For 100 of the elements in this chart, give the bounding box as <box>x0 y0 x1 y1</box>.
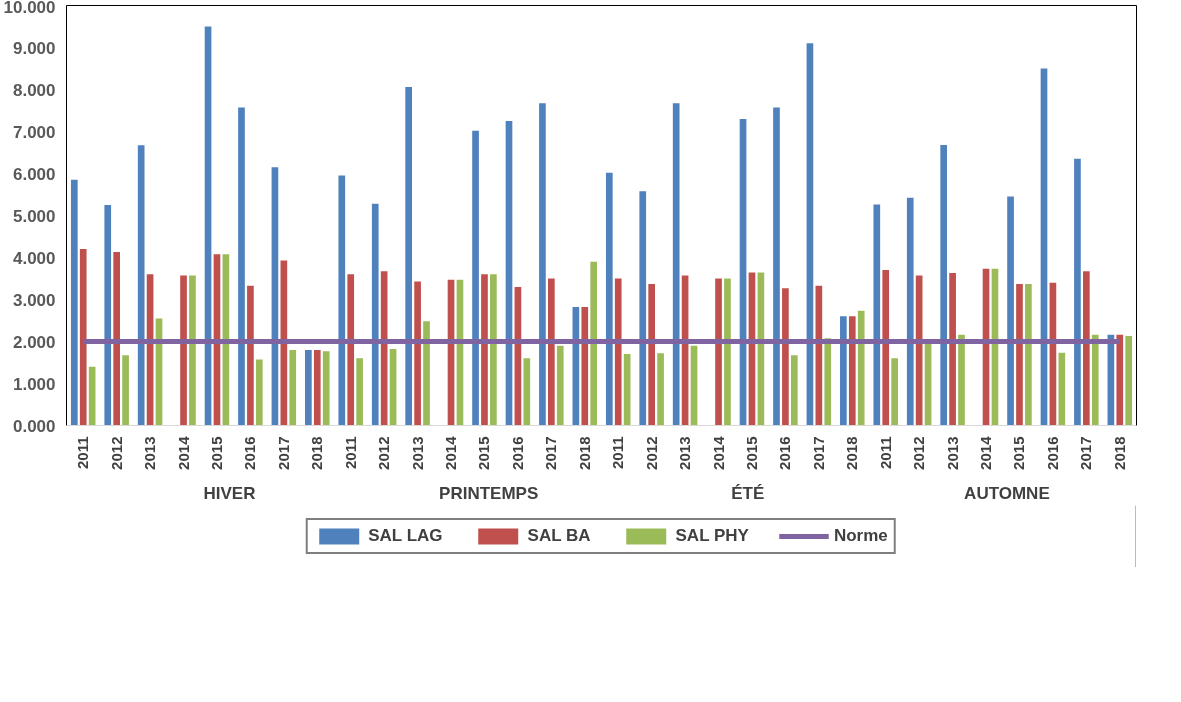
x-tick-label: 2017 <box>542 436 560 470</box>
bar <box>405 86 413 426</box>
y-tick-label: 2.000 <box>12 332 56 352</box>
bar <box>380 271 388 426</box>
bar <box>481 274 488 426</box>
bar <box>122 355 129 426</box>
bar <box>882 270 890 426</box>
text: HIVER <box>203 483 256 503</box>
bar <box>247 285 254 426</box>
bar <box>824 338 832 426</box>
bar <box>322 351 330 426</box>
x-tick-label: 2018 <box>308 436 326 470</box>
bar <box>490 274 497 426</box>
x-tick-label: 2013 <box>408 436 426 470</box>
bar <box>873 204 881 426</box>
bar <box>949 273 956 426</box>
bar <box>371 203 379 426</box>
bar <box>1016 283 1023 426</box>
bar <box>305 349 312 426</box>
x-tick-label: 2012 <box>910 436 928 470</box>
bar <box>715 278 722 426</box>
bar <box>639 191 647 426</box>
x-tick-label: 2018 <box>575 436 593 470</box>
x-tick-label: 2018 <box>1110 436 1128 470</box>
y-tick-label: 8.000 <box>12 80 56 100</box>
bar <box>137 145 145 426</box>
bar <box>891 358 898 426</box>
bar <box>605 172 613 426</box>
bar <box>1083 271 1090 426</box>
x-tick-label: 2015 <box>742 436 760 470</box>
x-tick-label: 2013 <box>943 436 961 470</box>
x-tick-label: 2012 <box>107 436 125 470</box>
bar <box>423 321 430 426</box>
y-tick-label: 5.000 <box>12 206 56 226</box>
x-tick-label: 2016 <box>776 436 794 470</box>
bar <box>906 197 914 426</box>
bar <box>313 349 321 426</box>
legend-label: Norme <box>833 526 888 546</box>
y-tick-label: 6.000 <box>12 164 56 184</box>
y-tick-label: 7.000 <box>12 122 56 142</box>
bar <box>590 261 598 426</box>
legend-label: SAL PHY <box>675 526 749 546</box>
bar <box>958 334 965 426</box>
text: ÉTÉ <box>731 483 765 503</box>
y-tick-label: 1.000 <box>12 374 56 394</box>
legend-label: SAL BA <box>527 526 591 546</box>
x-tick-label: 2016 <box>241 436 259 470</box>
bar <box>940 144 948 426</box>
x-tick-label: 2011 <box>74 436 92 470</box>
bar <box>790 355 798 426</box>
x-tick-label: 2013 <box>141 436 159 470</box>
x-tick-label: 2013 <box>676 436 694 470</box>
x-tick-label: 2014 <box>442 435 460 470</box>
bar <box>104 205 112 426</box>
y-tick-label: 9.000 <box>12 38 56 58</box>
x-tick-label: 2015 <box>207 436 225 470</box>
bar <box>189 275 196 426</box>
x-tick-label: 2014 <box>977 435 995 470</box>
bar <box>255 359 263 426</box>
bar <box>539 103 546 426</box>
bar <box>840 316 847 426</box>
y-tick-label: 4.000 <box>12 248 56 268</box>
x-tick-label: 2011 <box>876 436 894 470</box>
bar <box>857 310 865 426</box>
x-tick-label: 2011 <box>609 436 627 470</box>
bar <box>1007 196 1014 426</box>
bar <box>782 288 789 426</box>
bar <box>1091 334 1099 426</box>
x-tick-label: 2016 <box>508 436 526 470</box>
bar <box>915 275 923 426</box>
x-tick-label: 2012 <box>375 436 393 470</box>
bar <box>657 353 664 426</box>
x-tick-label: 2011 <box>341 436 359 470</box>
text: AUTOMNE <box>964 483 1050 503</box>
bar <box>556 345 564 426</box>
y-tick-label: 10.000 <box>3 0 56 17</box>
bar <box>70 179 78 426</box>
bar <box>414 281 421 426</box>
text: PRINTEMPS <box>439 483 539 503</box>
bar <box>338 175 346 426</box>
bar <box>672 103 680 426</box>
x-tick-label: 2018 <box>843 436 861 470</box>
x-tick-label: 2015 <box>1010 436 1028 470</box>
legend-label: SAL LAG <box>368 526 443 546</box>
bar <box>523 358 531 426</box>
bar <box>548 278 555 426</box>
bar <box>472 130 479 426</box>
bar <box>1025 283 1032 426</box>
bar <box>238 107 245 426</box>
bar <box>1125 336 1133 426</box>
y-tick-label: 3.000 <box>12 290 56 310</box>
bar <box>180 275 187 426</box>
bar <box>581 307 589 426</box>
x-tick-label: 2017 <box>1077 436 1095 470</box>
bar <box>113 252 120 426</box>
x-tick-label: 2016 <box>1043 436 1061 470</box>
x-tick-label: 2017 <box>809 436 827 470</box>
bar <box>1058 352 1066 426</box>
bar <box>848 316 856 426</box>
bar <box>614 278 622 426</box>
